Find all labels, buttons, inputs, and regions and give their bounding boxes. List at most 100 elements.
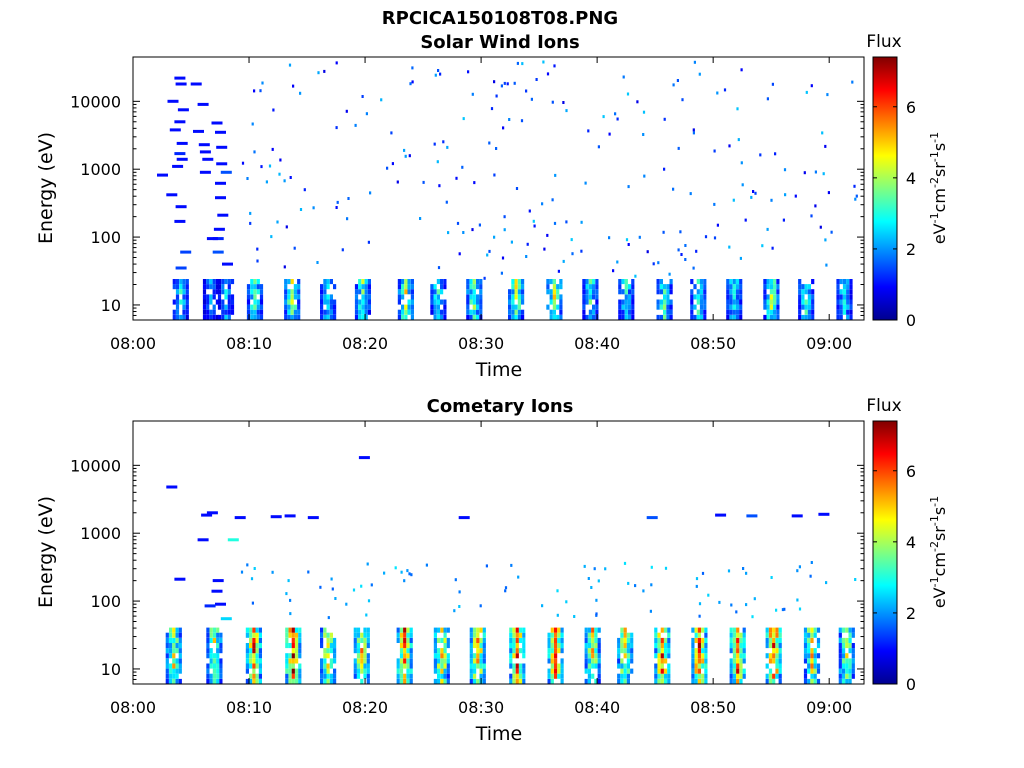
heatmap-cell xyxy=(659,304,663,310)
heatmap-cell xyxy=(473,678,477,684)
heatmap-cell xyxy=(592,314,596,320)
heatmap-cell xyxy=(556,314,560,320)
heatmap-cell xyxy=(666,289,670,295)
heatmap-cell xyxy=(825,263,828,267)
heatmap-cell xyxy=(295,648,299,654)
heatmap-cell xyxy=(258,673,262,679)
heatmap-cell xyxy=(510,240,513,244)
heatmap-cell xyxy=(554,648,558,654)
heatmap-cell xyxy=(334,597,337,600)
heatmap-cell xyxy=(803,627,808,633)
heatmap-cell xyxy=(693,314,697,320)
cometary-ions-panel: Cometary Ions 08:00 08:10 08:20 08:30 08:40 0… xyxy=(35,396,949,745)
heatmap-cell xyxy=(549,299,553,305)
heatmap-cell xyxy=(654,673,658,679)
heatmap-cell xyxy=(366,643,370,649)
heatmap-cell xyxy=(437,627,441,633)
heatmap-cell xyxy=(845,663,849,669)
heatmap-cell xyxy=(323,314,327,320)
heatmap-cell xyxy=(554,653,558,659)
heatmap-cell xyxy=(488,249,491,253)
heatmap-cell xyxy=(732,304,736,310)
heatmap-cell xyxy=(520,119,524,123)
heatmap-cell xyxy=(410,304,414,310)
heatmap-cell xyxy=(284,314,288,320)
heatmap-cell xyxy=(511,289,515,295)
heatmap-cell xyxy=(735,289,740,295)
heatmap-cell xyxy=(217,279,222,285)
heatmap-cell xyxy=(466,304,470,310)
heatmap-cell xyxy=(479,643,483,649)
heatmap-cell xyxy=(585,299,589,305)
heatmap-cell xyxy=(476,309,480,315)
heatmap-cell xyxy=(443,673,447,679)
heatmap-cell xyxy=(482,653,486,659)
heatmap-cell xyxy=(560,658,564,664)
heatmap-cell xyxy=(175,304,180,310)
heatmap-cell xyxy=(776,284,780,290)
heatmap-cell xyxy=(433,309,437,315)
heatmap-cell xyxy=(642,133,645,136)
heatmap-cell xyxy=(509,673,513,679)
heatmap-cell xyxy=(839,314,843,320)
heatmap-cell xyxy=(256,314,260,320)
heatmap-cell xyxy=(363,632,367,638)
heatmap-cell xyxy=(810,627,814,633)
heatmap-cell xyxy=(403,579,406,583)
heatmap-cell xyxy=(291,663,295,669)
heatmap-cell xyxy=(307,570,310,574)
heatmap-cell xyxy=(409,663,413,669)
heatmap-cell xyxy=(202,299,207,305)
heatmap-cell xyxy=(769,299,773,305)
heatmap-cell xyxy=(495,147,498,150)
heatmap-cell xyxy=(508,289,512,295)
heatmap-cell xyxy=(169,648,173,654)
heatmap-cell xyxy=(597,643,601,649)
heatmap-cell xyxy=(479,637,483,643)
heatmap-cell xyxy=(587,658,591,664)
heatmap-cell xyxy=(403,673,407,679)
heatmap-cell xyxy=(765,673,769,679)
heatmap-cell xyxy=(814,204,817,208)
heatmap-cell xyxy=(437,673,441,679)
heatmap-cell xyxy=(697,643,701,649)
heatmap-cell xyxy=(592,284,596,290)
heatmap-cell xyxy=(258,658,262,664)
heatmap-cell xyxy=(353,668,357,674)
heatmap-cell xyxy=(593,567,596,571)
heatmap-cell xyxy=(729,289,733,295)
heatmap-cell xyxy=(430,294,434,300)
heatmap-cell xyxy=(608,132,611,136)
heatmap-cell xyxy=(473,643,477,649)
heatmap-cell xyxy=(333,637,337,643)
heatmap-cell xyxy=(659,299,663,305)
heatmap-cell xyxy=(663,117,666,121)
heatmap-cell xyxy=(515,187,519,190)
heatmap-cell xyxy=(811,294,815,300)
heatmap-cell xyxy=(620,663,624,669)
heatmap-cell xyxy=(469,648,473,654)
heatmap-cell xyxy=(221,279,225,285)
heatmap-cell xyxy=(703,309,707,315)
heatmap-cell xyxy=(250,309,254,315)
heatmap-cell xyxy=(623,663,627,669)
heatmap-cell xyxy=(227,309,231,315)
heatmap-cell xyxy=(406,632,410,638)
heatmap-cell xyxy=(807,314,811,320)
heatmap-cell xyxy=(556,589,559,593)
heatmap-cell xyxy=(512,663,516,669)
heatmap-cell xyxy=(740,161,743,165)
heatmap-cell xyxy=(209,309,213,315)
heatmap-cell xyxy=(469,294,473,300)
heatmap-cell xyxy=(691,663,695,669)
heatmap-cell xyxy=(627,581,630,585)
heatmap-cell xyxy=(361,314,365,320)
heatmap-cell xyxy=(397,299,401,305)
heatmap-cell xyxy=(691,668,695,674)
heatmap-cell xyxy=(320,663,324,669)
heatmap-cell xyxy=(691,678,695,684)
heatmap-cell xyxy=(532,219,535,223)
heatmap-cell xyxy=(805,90,808,94)
heatmap-cell xyxy=(778,663,782,669)
